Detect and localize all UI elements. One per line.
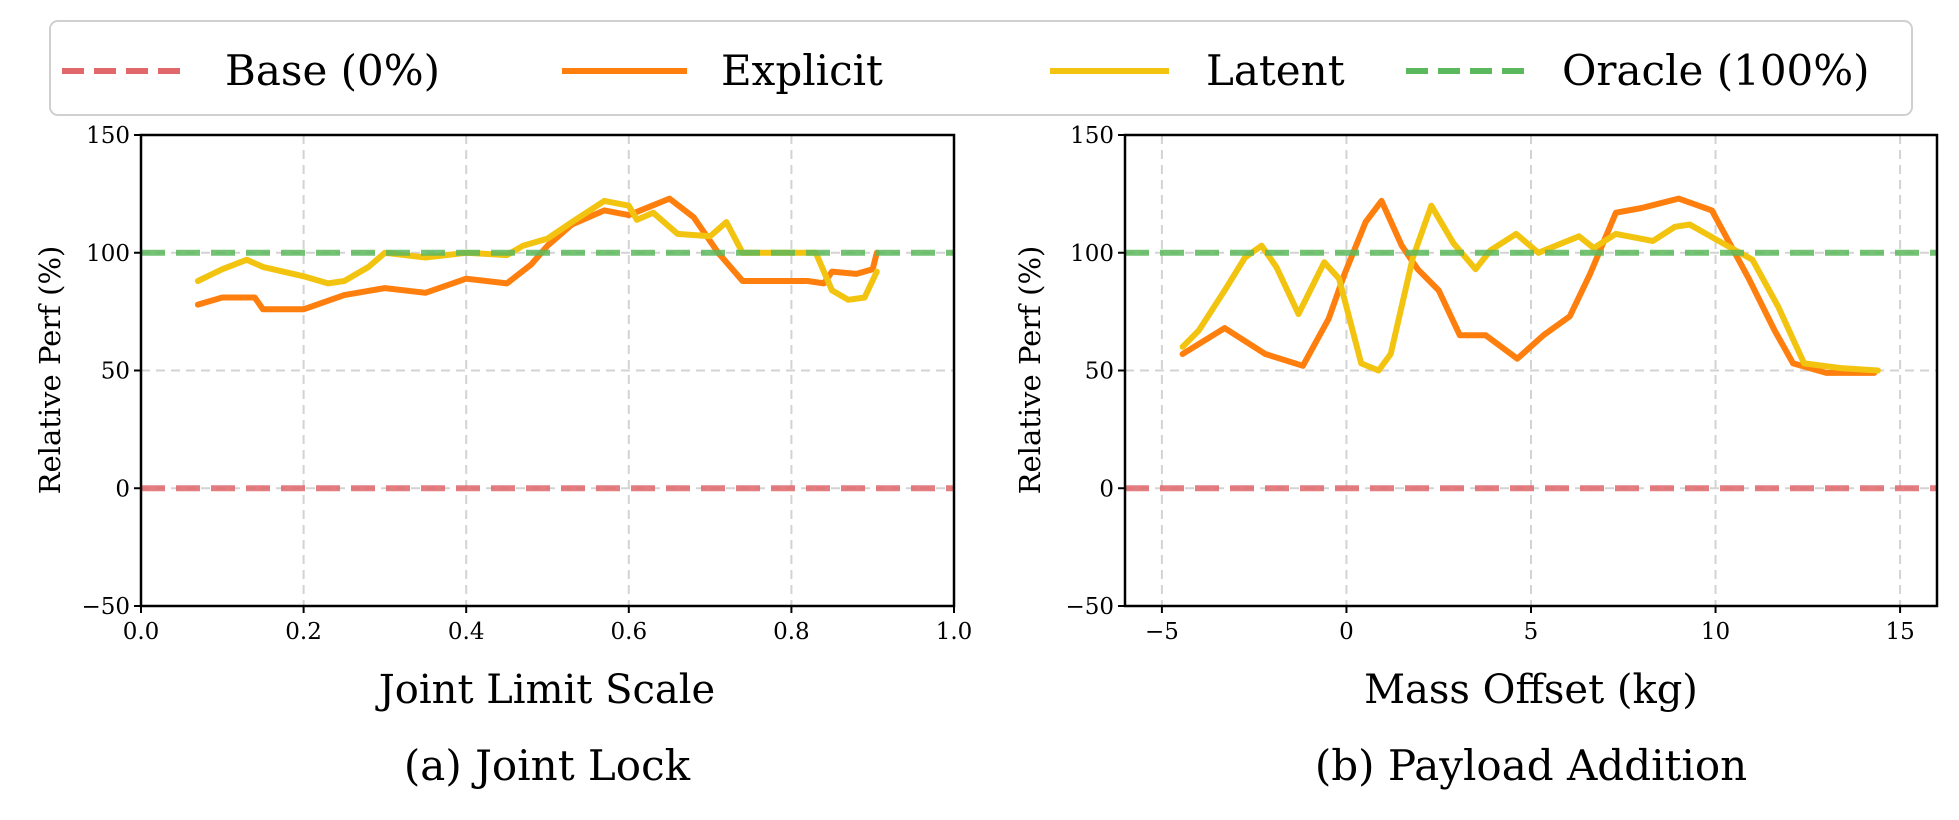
x-tick-label: 10 — [1701, 619, 1730, 645]
latent-line — [1179, 202, 1881, 374]
x-tick-label: 15 — [1885, 619, 1914, 645]
legend-label-base: Base (0%) — [225, 46, 440, 95]
x-tick-label: 5 — [1524, 619, 1539, 645]
x-axis-label-payload: Mass Offset (kg) — [1364, 667, 1698, 713]
y-tick-label: 100 — [1070, 241, 1114, 267]
y-tick-label: 150 — [1070, 123, 1114, 149]
x-tick-label: 0.8 — [773, 619, 810, 645]
y-axis-label-payload: Relative Perf (%) — [1013, 246, 1047, 495]
x-tick-label: 0.6 — [611, 619, 648, 645]
y-tick-label: 0 — [1099, 476, 1114, 502]
subtitle-joint-lock: (a) Joint Lock — [404, 741, 691, 790]
axes-frame — [139, 133, 956, 608]
legend-label-latent: Latent — [1206, 46, 1345, 95]
x-tick-label: 1.0 — [936, 619, 973, 645]
y-axis-label-joint-lock: Relative Perf (%) — [33, 246, 67, 495]
explicit-line — [1179, 195, 1878, 376]
y-tick-label: 50 — [1085, 359, 1114, 385]
x-tick-label: 0.4 — [448, 619, 485, 645]
y-tick-label: −50 — [1065, 594, 1114, 620]
subtitle-payload: (b) Payload Addition — [1315, 741, 1747, 790]
legend-label-oracle: Oracle (100%) — [1562, 46, 1870, 95]
y-tick-label: −50 — [81, 594, 130, 620]
panel-joint-lock: 0.0 0.2 0.4 0.6 0.8 1.0 150 100 50 0 −50 — [81, 123, 972, 645]
x-tick-label: 0.0 — [123, 619, 160, 645]
x-tick-label: 0.2 — [285, 619, 322, 645]
legend: Base (0%) Explicit Latent Oracle (100%) — [49, 20, 1913, 116]
x-axis-label-joint-lock: Joint Limit Scale — [375, 667, 715, 713]
x-tick-label: 0 — [1339, 619, 1354, 645]
legend-label-explicit: Explicit — [721, 46, 883, 95]
x-tick-label: −5 — [1145, 619, 1179, 645]
axes-frame — [1123, 133, 1939, 608]
legend-frame — [49, 20, 1913, 116]
y-tick-label: 50 — [101, 359, 130, 385]
y-tick-label: 150 — [86, 123, 130, 149]
y-tick-label: 100 — [86, 241, 130, 267]
y-tick-label: 0 — [115, 476, 130, 502]
